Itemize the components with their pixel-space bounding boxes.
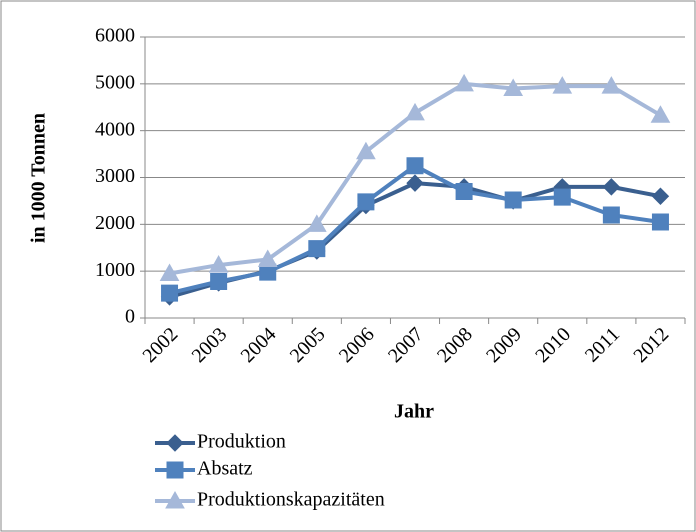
y-tick-label: 3000 xyxy=(95,165,135,187)
y-tick-label: 1000 xyxy=(95,259,135,281)
data-point xyxy=(306,214,327,232)
legend-label: Produktion xyxy=(197,431,286,453)
legend-marker xyxy=(166,434,184,452)
data-point xyxy=(405,102,425,121)
y-tick-label: 0 xyxy=(125,306,135,328)
data-point xyxy=(356,141,376,160)
data-point xyxy=(602,206,620,224)
data-point xyxy=(651,213,669,231)
data-point xyxy=(504,191,522,209)
data-point xyxy=(650,105,671,123)
data-point xyxy=(553,188,571,206)
data-point xyxy=(503,78,524,97)
data-point xyxy=(210,272,228,290)
data-point xyxy=(552,76,573,94)
data-point xyxy=(455,183,473,201)
data-point xyxy=(602,178,621,196)
data-point xyxy=(454,73,474,92)
y-tick-label: 5000 xyxy=(95,71,135,93)
y-tick-label: 4000 xyxy=(95,118,135,140)
legend-label: Absatz xyxy=(197,458,253,480)
data-point xyxy=(208,255,229,273)
data-point xyxy=(406,174,424,192)
y-axis-label: in 1000 Tonnen xyxy=(28,113,50,243)
data-point xyxy=(308,240,326,258)
data-point xyxy=(651,187,670,205)
data-point xyxy=(357,193,375,211)
data-point xyxy=(161,284,179,302)
y-tick-label: 6000 xyxy=(95,25,135,47)
legend-marker xyxy=(166,461,184,479)
data-point xyxy=(159,263,180,282)
y-tick-label: 2000 xyxy=(95,212,135,234)
data-point xyxy=(406,157,424,175)
data-point xyxy=(601,76,622,94)
data-point xyxy=(257,249,278,267)
legend-marker xyxy=(165,490,185,509)
x-axis-label: Jahr xyxy=(394,401,434,423)
legend-label: Produktionskapazitäten xyxy=(197,489,385,511)
